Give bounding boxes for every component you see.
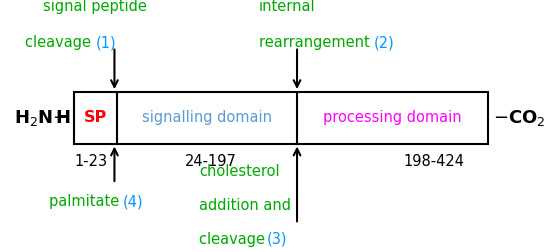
Text: $-$CO$_2$H: $-$CO$_2$H — [493, 108, 545, 128]
Text: cholesterol: cholesterol — [199, 164, 280, 179]
Text: H$_2$N$-$: H$_2$N$-$ — [14, 108, 68, 128]
Text: rearrangement: rearrangement — [259, 35, 374, 50]
Bar — [74, 92, 488, 144]
Text: 24-197: 24-197 — [185, 154, 237, 169]
Text: addition and: addition and — [199, 198, 291, 213]
Text: (1): (1) — [95, 35, 116, 50]
Text: cleavage: cleavage — [25, 35, 95, 50]
Text: 198-424: 198-424 — [403, 154, 464, 169]
Text: H: H — [56, 109, 71, 127]
Text: signal peptide: signal peptide — [44, 0, 147, 14]
Text: cleavage: cleavage — [199, 232, 270, 247]
Text: (3): (3) — [267, 232, 288, 247]
Text: (4): (4) — [123, 194, 143, 209]
Text: internal: internal — [259, 0, 316, 14]
Text: SP: SP — [84, 110, 107, 125]
Text: signalling domain: signalling domain — [142, 110, 272, 125]
Text: (2): (2) — [373, 35, 394, 50]
Text: palmitate: palmitate — [49, 194, 124, 209]
Text: processing domain: processing domain — [323, 110, 462, 125]
Text: 1-23: 1-23 — [75, 154, 108, 169]
